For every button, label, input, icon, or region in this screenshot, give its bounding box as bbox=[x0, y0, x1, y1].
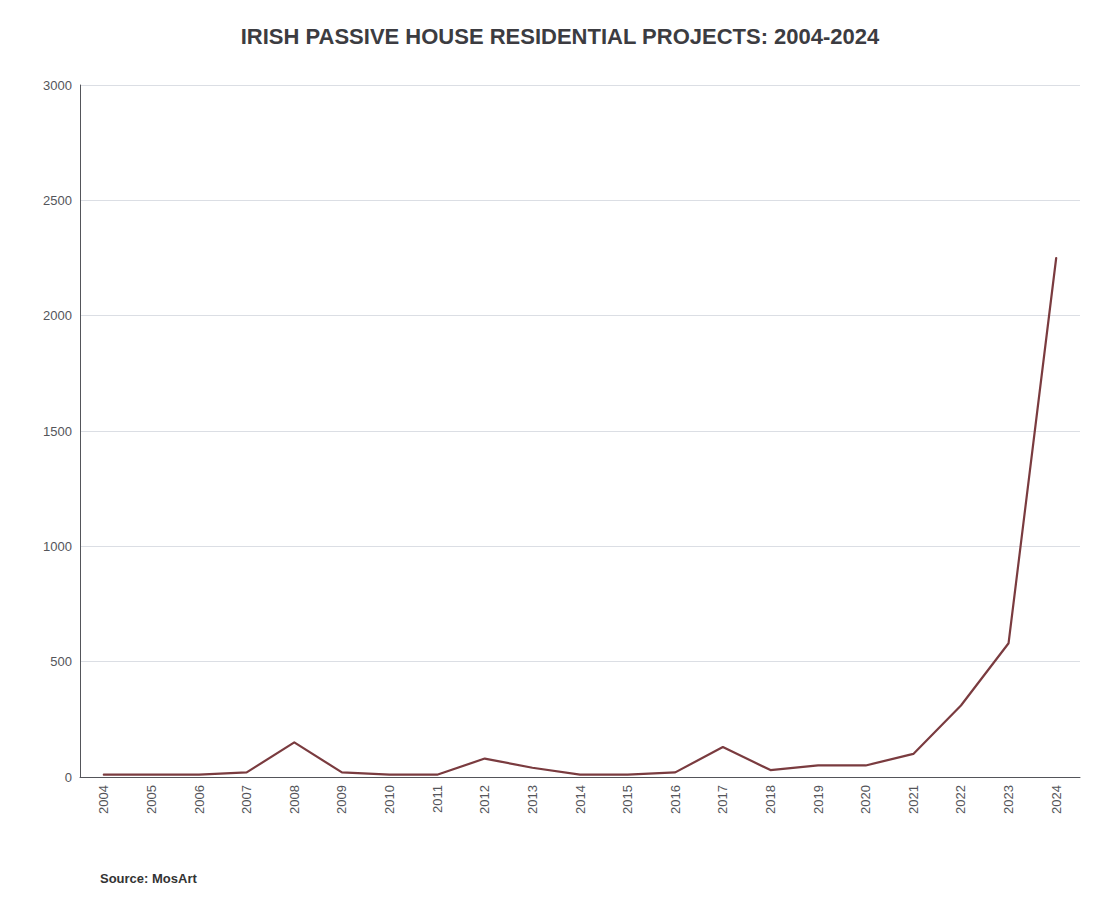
svg-text:2022: 2022 bbox=[953, 785, 968, 814]
svg-text:2016: 2016 bbox=[668, 785, 683, 814]
svg-text:2008: 2008 bbox=[287, 785, 302, 814]
svg-text:IRISH PASSIVE HOUSE RESIDENTIA: IRISH PASSIVE HOUSE RESIDENTIAL PROJECTS… bbox=[241, 24, 880, 49]
svg-text:3000: 3000 bbox=[43, 78, 72, 93]
svg-text:2500: 2500 bbox=[43, 193, 72, 208]
svg-text:2021: 2021 bbox=[906, 785, 921, 814]
svg-text:2024: 2024 bbox=[1049, 785, 1064, 814]
svg-text:2015: 2015 bbox=[620, 785, 635, 814]
svg-text:Source: MosArt: Source: MosArt bbox=[100, 871, 197, 886]
svg-text:2011: 2011 bbox=[430, 785, 445, 813]
svg-text:2019: 2019 bbox=[811, 785, 826, 814]
svg-text:2014: 2014 bbox=[573, 785, 588, 814]
svg-text:500: 500 bbox=[50, 654, 72, 669]
svg-text:2009: 2009 bbox=[334, 785, 349, 814]
svg-text:2007: 2007 bbox=[239, 785, 254, 814]
svg-text:2000: 2000 bbox=[43, 308, 72, 323]
svg-text:1000: 1000 bbox=[43, 539, 72, 554]
svg-text:2005: 2005 bbox=[144, 785, 159, 814]
svg-text:0: 0 bbox=[65, 770, 72, 785]
svg-text:2004: 2004 bbox=[96, 785, 111, 814]
svg-text:2017: 2017 bbox=[715, 785, 730, 814]
svg-text:2013: 2013 bbox=[525, 785, 540, 814]
svg-text:2012: 2012 bbox=[477, 785, 492, 814]
svg-text:2023: 2023 bbox=[1001, 785, 1016, 814]
svg-text:2010: 2010 bbox=[382, 785, 397, 814]
svg-text:1500: 1500 bbox=[43, 424, 72, 439]
svg-text:2006: 2006 bbox=[192, 785, 207, 814]
svg-text:2020: 2020 bbox=[858, 785, 873, 814]
svg-text:2018: 2018 bbox=[763, 785, 778, 814]
